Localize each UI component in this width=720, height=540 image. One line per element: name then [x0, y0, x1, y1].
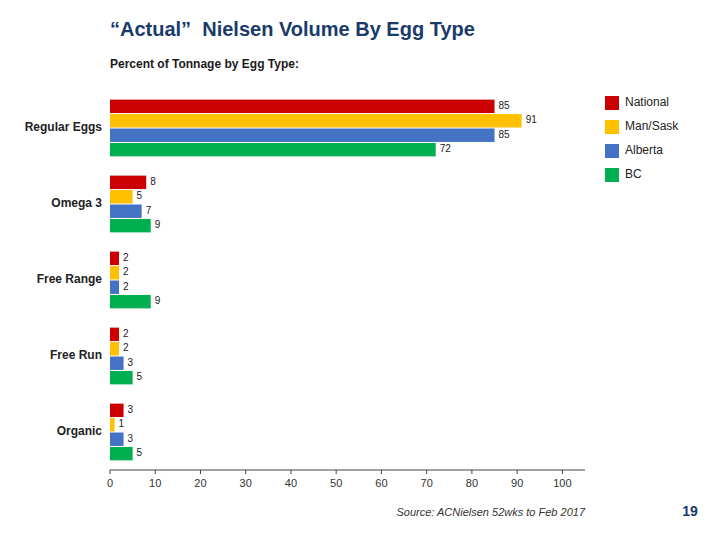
x-tick-label: 90: [511, 477, 523, 489]
bar: [110, 371, 133, 384]
bars: [110, 100, 522, 461]
bar: [110, 328, 119, 341]
bar: [110, 281, 119, 294]
x-tick-label: 0: [107, 477, 113, 489]
bar: [110, 447, 133, 460]
legend-label: BC: [625, 167, 642, 181]
data-label: 91: [526, 114, 538, 125]
data-label: 85: [499, 129, 511, 140]
data-labels: 858223915221857233729955: [119, 100, 538, 458]
bar: [110, 114, 522, 127]
page-number: 19: [682, 503, 698, 519]
data-label: 2: [123, 328, 129, 339]
x-tick-label: 70: [421, 477, 433, 489]
data-label: 2: [123, 252, 129, 263]
x-tick: [517, 470, 518, 474]
data-label: 5: [137, 371, 143, 382]
bar: [110, 129, 495, 142]
data-label: 85: [499, 100, 511, 111]
bar: [110, 143, 436, 156]
x-tick-label: 40: [285, 477, 297, 489]
data-label: 3: [128, 404, 134, 415]
subtitle: Percent of Tonnage by Egg Type:: [110, 57, 299, 71]
title: “Actual” Nielsen Volume By Egg Type: [110, 18, 475, 40]
x-axis-line: [110, 470, 585, 471]
data-label: 5: [137, 447, 143, 458]
category-label: Free Run: [50, 348, 102, 362]
data-label: 3: [128, 357, 134, 368]
category-label: Regular Eggs: [25, 120, 103, 134]
legend-swatch: [605, 168, 619, 182]
x-tick: [562, 470, 563, 474]
x-tick: [200, 470, 201, 474]
legend-swatch: [605, 120, 619, 134]
bar: [110, 357, 124, 370]
category-label: Omega 3: [51, 196, 102, 210]
data-label: 2: [123, 342, 129, 353]
bar: [110, 252, 119, 265]
x-tick-label: 20: [194, 477, 206, 489]
data-label: 1: [119, 418, 125, 429]
legend-swatch: [605, 96, 619, 110]
chart: “Actual” Nielsen Volume By Egg Type Perce…: [0, 0, 720, 540]
x-tick: [245, 470, 246, 474]
bar: [110, 219, 151, 232]
bar: [110, 100, 495, 113]
x-tick-label: 60: [375, 477, 387, 489]
data-label: 2: [123, 266, 129, 277]
bar: [110, 418, 115, 431]
legend-label: Alberta: [625, 143, 663, 157]
x-tick-label: 10: [149, 477, 161, 489]
x-tick: [381, 470, 382, 474]
x-tick: [471, 470, 472, 474]
legend-label: Man/Sask: [625, 119, 679, 133]
legend-label: National: [625, 95, 669, 109]
data-label: 8: [150, 176, 156, 187]
x-tick: [336, 470, 337, 474]
bar: [110, 342, 119, 355]
x-tick: [426, 470, 427, 474]
x-tick: [290, 470, 291, 474]
x-tick-label: 30: [240, 477, 252, 489]
category-label: Free Range: [37, 272, 103, 286]
x-tick: [110, 470, 111, 474]
x-tick-label: 50: [330, 477, 342, 489]
data-label: 2: [123, 281, 129, 292]
bar: [110, 190, 133, 203]
x-tick-label: 100: [553, 477, 571, 489]
data-label: 9: [155, 295, 161, 306]
data-label: 3: [128, 433, 134, 444]
bar: [110, 266, 119, 279]
bar: [110, 205, 142, 218]
data-label: 72: [440, 143, 452, 154]
x-tick-label: 80: [466, 477, 478, 489]
bar: [110, 295, 151, 308]
bar: [110, 176, 146, 189]
category-label: Organic: [57, 424, 103, 438]
data-label: 5: [137, 190, 143, 201]
bar: [110, 433, 124, 446]
bar: [110, 404, 124, 417]
data-label: 7: [146, 205, 152, 216]
x-tick: [155, 470, 156, 474]
source: Source: ACNielsen 52wks to Feb 2017: [396, 506, 585, 518]
data-label: 9: [155, 219, 161, 230]
legend-swatch: [605, 144, 619, 158]
